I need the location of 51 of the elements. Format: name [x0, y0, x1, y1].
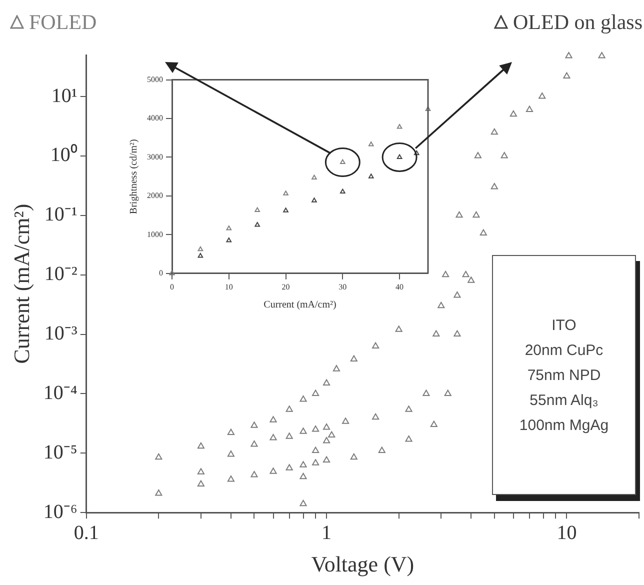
x-tick-label: 30: [338, 282, 347, 292]
y-tick-label: 10⁻³: [44, 322, 78, 345]
point: [254, 207, 260, 212]
point: [283, 190, 288, 196]
annotation: 100nm MgAg: [518, 416, 610, 436]
y-tick-label: 1000: [147, 230, 163, 239]
y-tick-label: 2000: [147, 191, 163, 200]
y-tick-label: 10⁻⁶: [43, 500, 78, 523]
point: [226, 237, 232, 242]
x-tick-label: 10: [224, 282, 233, 292]
point: [396, 124, 402, 129]
point: [368, 174, 374, 178]
point: [368, 141, 374, 146]
x-axis-title: Current (mA/cm²): [264, 300, 336, 311]
x-tick-label: 0: [170, 282, 174, 292]
point: [198, 252, 204, 258]
y-tick-label: 10⁰: [50, 143, 78, 166]
y-axis-title: Brightness (cd/m²): [128, 139, 140, 214]
x-tick-label: 0.1: [74, 522, 99, 544]
annotation: 55nm Alq₃: [528, 390, 600, 410]
legend-label: OLED on glass: [513, 10, 642, 34]
point: [254, 222, 260, 227]
y-tick-label: 10¹: [51, 84, 78, 107]
point: [226, 225, 232, 230]
point: [283, 208, 288, 212]
x-axis-title: Voltage (V): [311, 552, 414, 577]
point: [396, 154, 402, 159]
y-tick-label: 3000: [147, 152, 163, 162]
point: [312, 174, 317, 180]
point: [198, 246, 204, 252]
x-tick-label: 10: [556, 522, 577, 544]
y-tick-label: 4000: [147, 114, 163, 123]
y-tick-label: 0: [159, 268, 163, 278]
point: [425, 106, 431, 111]
annotation: 75nm NPD: [526, 366, 602, 386]
point: [340, 159, 346, 164]
x-tick-label: 40: [396, 282, 404, 292]
legend-label: FOLED: [29, 10, 97, 34]
y-axis-title: Current (mA/cm²): [8, 204, 34, 364]
y-tick-label: 10⁻⁵: [43, 441, 78, 464]
x-tick-label: 20: [282, 282, 290, 292]
y-tick-label: 5000: [147, 74, 163, 84]
point: [414, 150, 420, 156]
annotation: ITO: [550, 316, 578, 336]
point: [340, 188, 346, 194]
annotation: 20nm CuPc: [524, 340, 604, 360]
y-tick-label: 10⁻²: [44, 263, 78, 286]
y-tick-label: 10⁻¹: [44, 204, 78, 226]
x-tick-label: 1: [322, 522, 332, 544]
y-tick-label: 10⁻⁴: [43, 382, 78, 404]
point: [312, 198, 317, 202]
